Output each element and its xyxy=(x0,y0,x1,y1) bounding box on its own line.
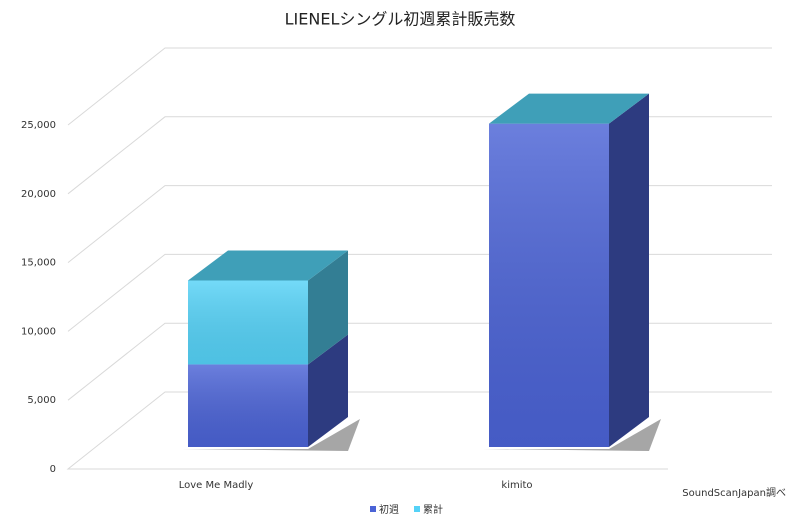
y-tick-label: 20,000 xyxy=(21,189,56,200)
grid-line xyxy=(67,185,772,263)
y-tick-label: 5,000 xyxy=(27,395,56,406)
bar-side xyxy=(308,250,348,365)
y-tick-label: 0 xyxy=(50,464,56,475)
bar-top xyxy=(489,93,649,124)
x-tick-label: Love Me Madly xyxy=(179,480,254,491)
grid-line xyxy=(67,322,772,401)
bar-side xyxy=(609,93,649,447)
legend-swatch xyxy=(370,506,376,512)
grid-line xyxy=(67,253,772,332)
source-note: SoundScanJapan調べ xyxy=(682,486,786,499)
bar-shadow xyxy=(483,419,661,451)
grid-line xyxy=(67,116,772,195)
x-tick-label: kimito xyxy=(501,480,532,491)
grid-line xyxy=(66,391,772,470)
bar-shade xyxy=(188,280,308,365)
bar-top xyxy=(188,250,348,281)
bar-shade xyxy=(188,364,308,447)
y-tick-label: 10,000 xyxy=(21,326,56,337)
bar-shade xyxy=(489,123,609,447)
bar-shadow xyxy=(182,419,360,451)
legend-label: 初週 xyxy=(379,503,399,516)
legend-label: 累計 xyxy=(423,503,443,516)
grid-line xyxy=(67,47,772,126)
chart-title: LIENELシングル初週累計販売数 xyxy=(285,10,516,29)
bar-side xyxy=(308,334,348,447)
y-tick-label: 15,000 xyxy=(21,258,56,269)
legend-swatch xyxy=(414,506,420,512)
y-tick-label: 25,000 xyxy=(21,120,56,131)
